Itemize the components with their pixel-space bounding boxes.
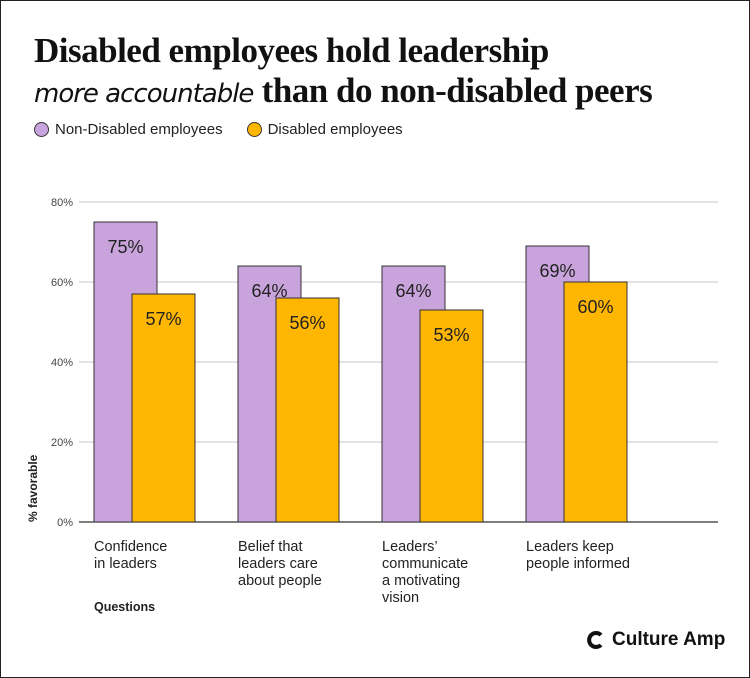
y-tick-label: 0%: [57, 517, 73, 529]
data-label: 64%: [251, 281, 287, 301]
legend: Non-Disabled employees Disabled employee…: [34, 121, 419, 138]
data-label: 75%: [107, 237, 143, 257]
y-tick-label: 60%: [51, 277, 73, 289]
legend-label: Disabled employees: [267, 121, 403, 138]
data-label: 69%: [539, 261, 575, 281]
x-tick-label: people informed: [526, 556, 630, 572]
culture-amp-logo: Culture Amp: [586, 629, 725, 651]
bar: [419, 309, 484, 523]
bar: [131, 293, 196, 523]
y-tick-label: 40%: [51, 357, 73, 369]
legend-item-non-disabled: Non-Disabled employees: [34, 121, 223, 138]
title-line-2: than do non-disabled peers: [253, 71, 653, 110]
chart-title: Disabled employees hold leadership more …: [34, 31, 653, 114]
bar: [275, 297, 340, 523]
y-axis-label: % favorable: [26, 454, 40, 522]
x-tick-label: communicate: [382, 556, 468, 572]
x-tick-label: Confidence: [94, 539, 167, 555]
x-tick-label: about people: [238, 573, 322, 589]
legend-swatch: [34, 122, 49, 137]
title-line-1: Disabled employees hold leadership: [34, 31, 549, 70]
legend-label: Non-Disabled employees: [55, 121, 223, 138]
x-tick-label: in leaders: [94, 556, 157, 572]
x-tick-label: leaders care: [238, 556, 318, 572]
x-tick-label: Belief that: [238, 539, 303, 555]
data-label: 53%: [433, 325, 469, 345]
data-label: 60%: [577, 297, 613, 317]
legend-swatch: [246, 122, 262, 137]
y-tick-label: 80%: [51, 197, 73, 209]
data-label: 56%: [289, 313, 325, 333]
culture-amp-logo-icon: [587, 631, 603, 649]
x-tick-label: vision: [382, 590, 419, 606]
x-tick-label: a motivating: [382, 573, 460, 589]
data-label: 64%: [395, 281, 431, 301]
title-handwritten: more accountable: [34, 79, 254, 109]
bar: [563, 281, 628, 523]
legend-item-disabled: Disabled employees: [246, 121, 403, 138]
x-axis-label: Questions: [94, 600, 155, 614]
x-tick-label: Leaders’: [382, 539, 438, 555]
y-tick-label: 20%: [51, 437, 73, 449]
brand-name: Culture Amp: [612, 629, 726, 650]
x-tick-label: Leaders keep: [526, 539, 614, 555]
data-label: 57%: [145, 309, 181, 329]
